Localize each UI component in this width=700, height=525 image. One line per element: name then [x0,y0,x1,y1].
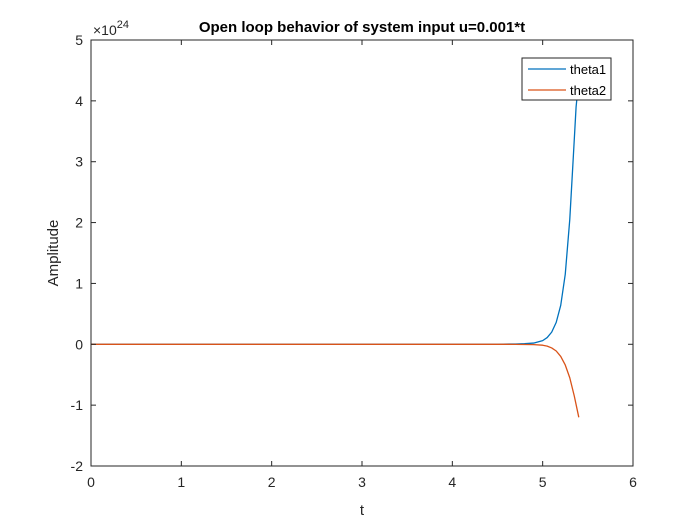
series-layer [91,79,580,418]
legend: theta1 theta2 [521,57,612,101]
y-axis-label: Amplitude [45,220,62,287]
tick-layer: 0 1 2 3 4 5 6 -2 -1 0 1 2 3 4 5 [71,32,638,490]
legend-box [521,57,612,101]
y-tick-label: 2 [75,215,83,231]
y-tick-label: 1 [75,275,83,291]
x-tick-label: 6 [629,474,637,490]
x-tick-label: 3 [358,474,366,490]
y-tick-label: 4 [75,93,83,109]
y-tick-label: -1 [71,397,84,413]
x-tick-label: 4 [448,474,456,490]
x-tick-label: 0 [87,474,95,490]
chart-title: Open loop behavior of system input u=0.0… [199,19,525,36]
y-tick-label: 3 [75,154,83,170]
x-axis-label: t [360,502,365,519]
series-line-theta2 [91,343,580,418]
plot-area [91,40,633,466]
x-tick-label: 5 [539,474,547,490]
x-tick-label: 2 [268,474,276,490]
y-tick-label: -2 [71,458,84,474]
legend-label-theta1: theta1 [570,62,606,77]
y-exponent-power: 24 [117,19,129,31]
y-exponent-multiplier: ×1024 [93,19,129,38]
legend-label-theta2: theta2 [570,83,606,98]
y-tick-label: 0 [75,336,83,352]
y-tick-label: 5 [75,32,83,48]
x-tick-label: 1 [177,474,185,490]
